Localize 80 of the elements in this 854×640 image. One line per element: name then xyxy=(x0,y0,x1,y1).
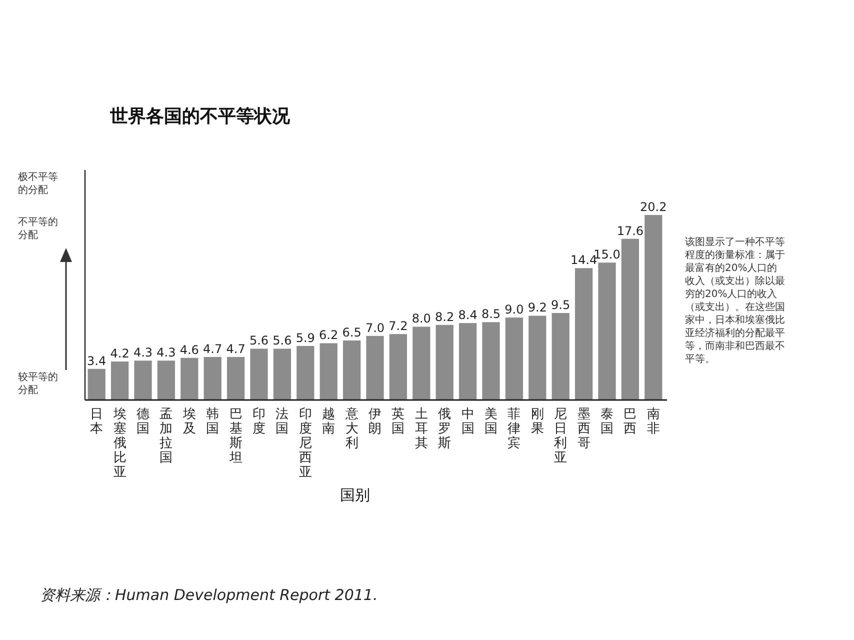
bar xyxy=(621,238,640,400)
x-tick-label: 埃塞俄比亚 xyxy=(112,407,126,480)
bar xyxy=(296,346,314,400)
data-label: 7.0 xyxy=(365,320,385,335)
x-tick-label: 巴西 xyxy=(624,407,637,436)
text: 较平等的分配 xyxy=(18,371,58,396)
x-tick-label: 美国 xyxy=(484,406,498,436)
bar xyxy=(250,348,268,400)
bar xyxy=(226,356,245,400)
bar xyxy=(644,215,662,400)
x-tick-label: 墨西哥 xyxy=(577,407,590,451)
x-tick-label: 英国 xyxy=(392,407,405,436)
data-label: 3.4 xyxy=(87,354,106,368)
data-label: 4.2 xyxy=(110,346,130,361)
data-label: 6.5 xyxy=(342,325,362,340)
text: 极不平等的分配 xyxy=(17,171,58,196)
text: 不平等的分配 xyxy=(18,216,58,241)
x-tick-label: 伊朗 xyxy=(368,407,382,436)
data-label: 8.5 xyxy=(481,307,501,322)
x-tick-label: 法国 xyxy=(276,407,289,436)
chart-title: 世界各国的不平等状况 xyxy=(109,106,291,127)
x-tick-label: 意大利 xyxy=(344,407,358,451)
x-tick-label: 越南 xyxy=(322,407,336,436)
data-label: 5.6 xyxy=(272,334,292,348)
x-tick-label: 菲律宾 xyxy=(508,407,521,451)
text: 该图显示了一种不平等程度的衡量标准：属于最富有的20%人口的收入（或支出）除以最穷的20%人口的收入（或支出）。在这些国家中，日本和埃塞俄比亚经济福利的分配最平等，而南非和巴西最不平等。 xyxy=(685,237,785,365)
x-tick-label: 巴基斯坦 xyxy=(228,407,242,466)
data-label: 6.2 xyxy=(319,328,338,342)
x-tick-label: 俄罗斯 xyxy=(438,407,452,451)
bar xyxy=(88,368,106,400)
bar xyxy=(320,343,338,400)
x-tick-label: 中国 xyxy=(461,407,474,436)
data-label: 9.2 xyxy=(528,300,547,315)
x-tick-label: 南非 xyxy=(646,407,660,436)
bar xyxy=(505,318,524,400)
bar xyxy=(204,356,222,400)
text: 资料来源：Human Development Report 2011. xyxy=(40,586,378,604)
data-label: 20.2 xyxy=(640,200,667,214)
x-axis-title: 国别 xyxy=(340,486,370,504)
x-tick-label: 日本 xyxy=(90,407,104,436)
bar xyxy=(412,326,430,400)
bar xyxy=(110,362,129,400)
data-label: 5.6 xyxy=(249,334,269,348)
bar xyxy=(598,262,616,400)
bar xyxy=(482,322,500,400)
data-label: 4.6 xyxy=(180,342,199,357)
x-tick-label: 孟加拉国 xyxy=(160,407,173,466)
bar xyxy=(342,340,361,400)
x-tick-label: 埃及 xyxy=(182,407,196,436)
bar xyxy=(552,312,570,400)
data-label: 5.9 xyxy=(296,330,315,345)
bar xyxy=(157,360,176,400)
data-label: 17.6 xyxy=(616,224,644,238)
data-label: 8.2 xyxy=(435,310,454,324)
bar xyxy=(436,324,454,400)
x-tick-label: 刚果 xyxy=(530,407,544,436)
bar xyxy=(458,323,477,400)
bar xyxy=(574,268,593,400)
x-tick-label: 泰国 xyxy=(600,407,614,436)
bar xyxy=(389,334,408,400)
x-tick-label: 印度 xyxy=(252,407,266,436)
data-label: 4.3 xyxy=(156,346,176,360)
bar xyxy=(528,316,546,400)
data-label: 8.0 xyxy=(412,312,431,326)
data-label: 9.5 xyxy=(551,298,570,312)
bar xyxy=(366,336,384,400)
x-tick-label: 德国 xyxy=(136,407,150,436)
data-label: 8.4 xyxy=(458,308,478,322)
x-tick-label: 印度尼西亚 xyxy=(298,407,312,480)
data-label: 7.2 xyxy=(388,319,408,334)
x-tick-label: 韩国 xyxy=(206,407,220,436)
data-label: 4.7 xyxy=(203,342,222,356)
x-tick-label: 尼日利亚 xyxy=(554,407,568,466)
bar xyxy=(134,360,152,400)
bar xyxy=(273,348,292,400)
data-label: 4.7 xyxy=(226,342,246,356)
data-label: 9.0 xyxy=(504,302,524,317)
data-label: 4.3 xyxy=(133,346,153,360)
x-tick-label: 土耳其 xyxy=(414,407,428,451)
bar xyxy=(180,358,198,400)
